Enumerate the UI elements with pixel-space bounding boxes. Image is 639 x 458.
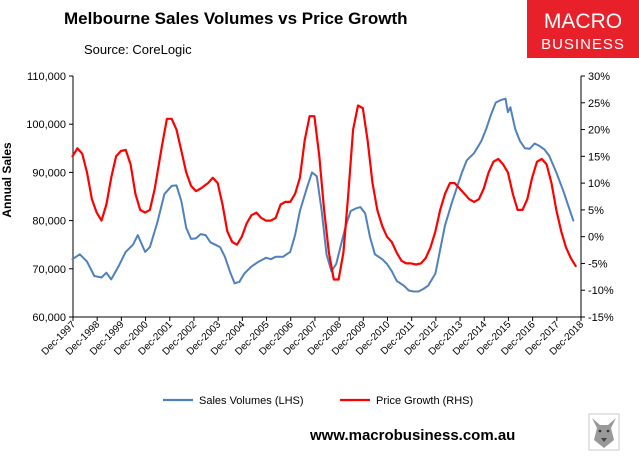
right-axis-ticks: -15% -10% -5% 0% 5% 10% 15% 20% 25% 30% — [581, 71, 614, 324]
legend-label-price-growth: Price Growth (RHS) — [376, 395, 473, 407]
right-tick-label: 0% — [588, 232, 604, 244]
legend: Sales Volumes (LHS) Price Growth (RHS) — [163, 395, 473, 407]
right-tick-label: 15% — [588, 151, 610, 163]
right-tick-label: -5% — [588, 258, 608, 270]
website-url: www.macrobusiness.com.au — [309, 427, 515, 444]
series-line-sales-volumes — [71, 97, 575, 293]
left-tick-label: 60,000 — [32, 312, 66, 324]
plot-area — [71, 76, 582, 318]
chart-source: Source: CoreLogic — [84, 42, 192, 57]
y-axis-label: Annual Sales — [0, 142, 14, 218]
x-axis-ticks: Dec-1997Dec-1998Dec-1999Dec-2000Dec-2001… — [40, 317, 586, 358]
right-tick-label: 10% — [588, 178, 610, 190]
series-line-price-growth — [71, 104, 577, 281]
wolf-logo-icon — [588, 413, 620, 451]
right-tick-label: 5% — [588, 205, 604, 217]
brand-line2: BUSINESS — [541, 36, 625, 53]
left-tick-label: 80,000 — [32, 216, 66, 228]
left-tick-label: 100,000 — [26, 119, 66, 131]
brand-box — [527, 0, 639, 58]
right-tick-label: -10% — [588, 285, 614, 297]
left-tick-label: 90,000 — [32, 167, 66, 179]
left-axis-ticks: 60,000 70,000 80,000 90,000 100,000 110,000 — [26, 71, 73, 324]
right-tick-label: 30% — [588, 71, 610, 83]
brand-logo: MACRO BUSINESS — [527, 0, 639, 58]
left-tick-label: 70,000 — [32, 264, 66, 276]
right-tick-label: -15% — [588, 312, 614, 324]
brand-line1: MACRO — [544, 10, 622, 33]
right-tick-label: 25% — [588, 98, 610, 110]
left-tick-label: 110,000 — [27, 71, 66, 83]
legend-label-sales: Sales Volumes (LHS) — [199, 395, 304, 407]
right-tick-label: 20% — [588, 125, 610, 137]
chart-title: Melbourne Sales Volumes vs Price Growth — [64, 9, 408, 28]
